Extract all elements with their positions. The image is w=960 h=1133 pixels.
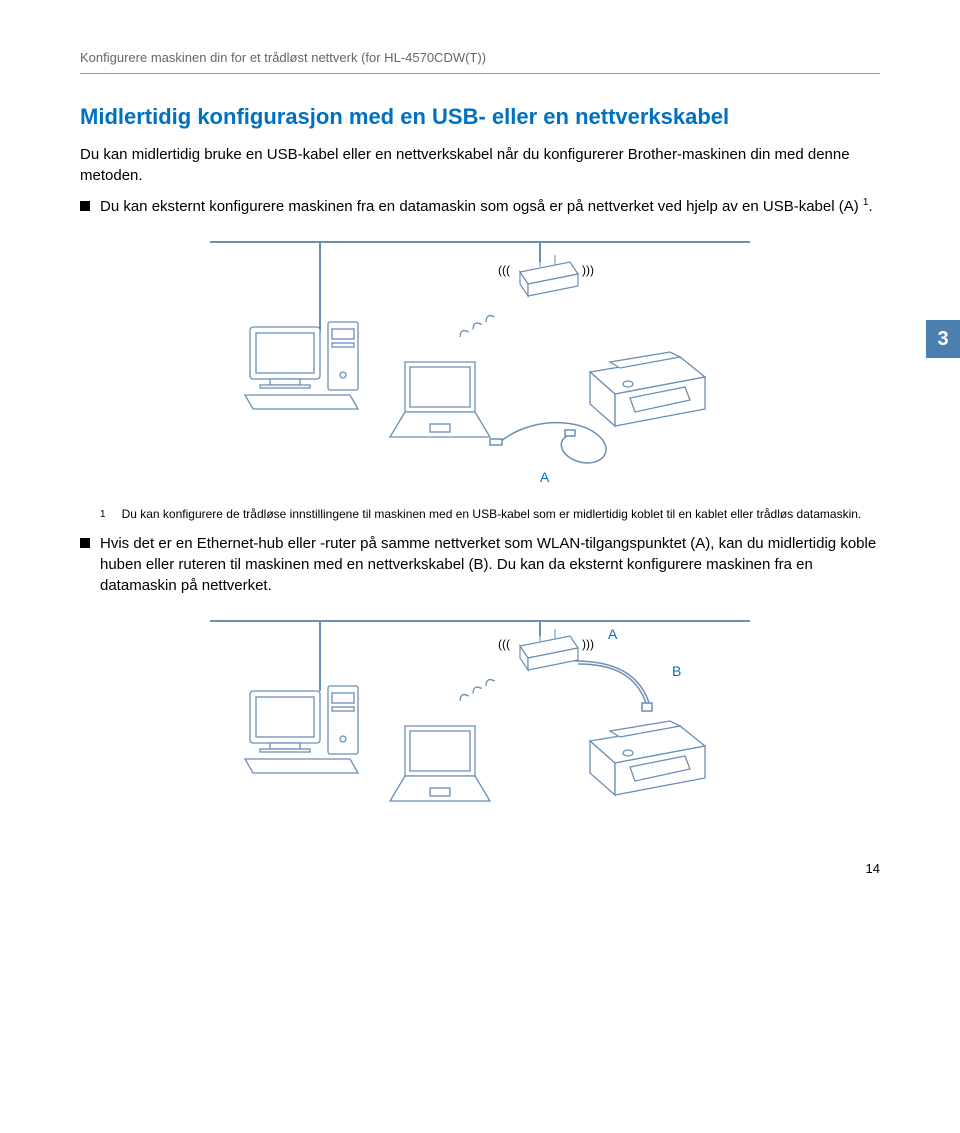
footnote-text: Du kan konfigurere de trådløse innstilli… (122, 507, 862, 523)
diagram-1-label-a: A (540, 469, 550, 485)
svg-text:(((: ((( (498, 263, 510, 277)
breadcrumb: Konfigurere maskinen din for et trådløst… (80, 50, 880, 74)
bullet-item-2: Hvis det er en Ethernet-hub eller -ruter… (80, 533, 880, 596)
footnote-1: 1 Du kan konfigurere de trådløse innstil… (100, 507, 880, 523)
bullet-2-text: Hvis det er en Ethernet-hub eller -ruter… (100, 533, 880, 596)
bullet-square-icon (80, 538, 90, 548)
svg-text:))): ))) (582, 637, 594, 651)
network-diagram-1: ((( ))) (210, 232, 750, 497)
footnote-number: 1 (100, 509, 106, 520)
bullet-1-text: Du kan eksternt konfigurere maskinen fra… (100, 196, 873, 217)
svg-text:(((: ((( (498, 637, 510, 651)
diagram-2-label-b: B (672, 663, 681, 679)
bullet-1-suffix: . (868, 198, 872, 215)
bullet-1-main: Du kan eksternt konfigurere maskinen fra… (100, 198, 863, 215)
svg-text:))): ))) (582, 263, 594, 277)
diagram-2-label-a: A (608, 626, 618, 642)
network-diagram-2: ((( ))) A B (210, 611, 750, 846)
intro-paragraph: Du kan midlertidig bruke en USB-kabel el… (80, 144, 880, 186)
section-title: Midlertidig konfigurasjon med en USB- el… (80, 104, 880, 130)
bullet-square-icon (80, 201, 90, 211)
bullet-item-1: Du kan eksternt konfigurere maskinen fra… (80, 196, 880, 217)
chapter-tab: 3 (926, 320, 960, 358)
page-number: 14 (866, 861, 880, 876)
